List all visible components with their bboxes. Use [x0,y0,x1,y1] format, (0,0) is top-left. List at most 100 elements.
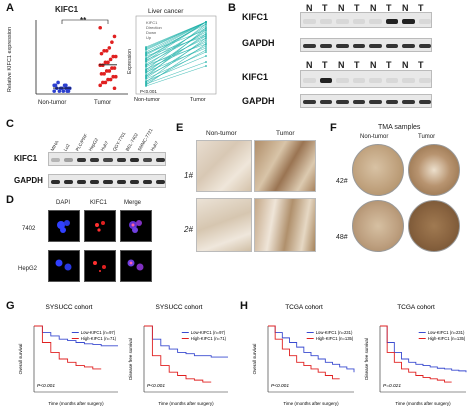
panel-c-gapdh: GAPDH [14,176,43,185]
paired-line [145,65,207,87]
blot-band [385,18,398,24]
scatter-point [112,86,117,91]
km-ylabel: Overall survival [252,344,257,375]
scatter-point [103,60,108,65]
panel-f-title: TMA samples [378,124,421,131]
panel-a-significance: ** [80,16,87,25]
paired-line [145,43,207,66]
lane-label: N [338,60,345,70]
panel-e-row-1: 1# [184,171,193,180]
paired-line [145,35,207,72]
lane-label: T [418,60,424,70]
paired-point [205,61,207,63]
panel-a-line-ylabel: Expression [126,49,133,74]
blot-band [336,100,349,104]
lane-label: N [370,60,377,70]
paired-point [145,72,147,74]
scatter-point [102,49,106,53]
scatter-point [98,63,102,67]
panel-d-row-hepg2: HepG2 [18,266,38,272]
ihc-e-1-tumor [254,140,316,192]
blot-band [319,77,332,83]
blot-band [303,77,316,83]
km-title: TCGA cohort [397,304,435,311]
blot-band [385,100,398,104]
paired-point [145,66,147,68]
km-xlabel: Time (months after surgery) [283,401,339,406]
scatter-point [98,25,102,30]
km-curve [268,325,340,380]
scatter-point [102,72,106,76]
km-legend-label: Low-KIFC1 (n=231) [316,330,353,335]
paired-point [205,51,207,53]
panel-f-row-48: 48# [336,234,348,241]
ihc-e-1-nontumor [196,140,252,192]
panel-b-blot-kifc1-1 [300,12,432,28]
blot-band [402,18,415,24]
blot-band [129,158,139,162]
tma-42-nontumor [352,144,404,196]
panel-a-line-title: Liver cancer [148,8,184,15]
blot-band [155,158,165,162]
blot-band [303,44,316,48]
lane-label: N [402,3,409,13]
panel-label-h: H [240,300,248,312]
km-svg: TCGA cohort Disease free survival Time (mo… [364,304,467,406]
blot-band [142,158,152,162]
scatter-point [108,57,113,62]
blot-band [352,44,365,48]
paired-point [205,33,207,35]
scatter-point [114,54,118,59]
km-legend-label: Low-KIFC1 (n=231) [428,330,465,335]
blot-band [116,158,126,162]
legend-up: Up [146,35,152,40]
blot-band [64,180,74,184]
panel-a-scatter-chart [35,19,128,95]
paired-point [205,31,207,33]
km-pvalue: P<0.001 [37,383,55,389]
panel-label-d: D [6,194,14,206]
paired-point [205,65,207,67]
panel-a-line-x-tumor: Tumor [190,97,206,103]
lane-label: HepG2 [87,137,99,152]
blot-band [129,180,139,184]
scatter-point [111,54,115,59]
km-ylabel: Disease free survival [364,338,369,380]
km-ylabel: Overall survival [18,344,23,375]
tma-42-tumor [408,144,460,196]
panel-b-gapdh-1: GAPDH [242,38,275,48]
paired-point [145,61,147,63]
km-curve [380,325,452,383]
paired-point [205,37,207,39]
km-svg: SYSUCC cohort Overall survival Time (month… [18,304,118,406]
km-sysucc-os: SYSUCC cohort Overall survival Time (month… [14,302,124,408]
km-tcga-os: TCGA cohort Overall survival Time (months … [248,302,360,408]
panel-b-blot-gapdh-1 [300,38,432,52]
scatter-point [110,66,114,70]
panel-a-line-pvalue: P<0.001 [140,89,157,94]
panel-a-xtick-tumor: Tumor [94,100,112,106]
scatter-point [106,77,110,82]
paired-point [205,47,207,49]
blot-band [352,77,365,83]
blot-band [369,100,382,104]
km-xlabel: Time (months after surgery) [158,401,214,406]
blot-band [418,44,431,48]
km-legend-label: Low-KIFC1 (n=97) [191,330,226,335]
km-pvalue: P=0.021 [383,383,401,389]
lane-label: T [322,3,328,13]
lane-label: Huh7 [149,140,160,152]
paired-point [205,29,207,31]
panel-label-c: C [6,118,14,130]
panel-a-paired-line-chart [135,15,217,95]
panel-b-kifc1-2: KIFC1 [242,72,269,82]
km-curve [34,325,118,347]
panel-b-kifc1-1: KIFC1 [242,12,269,22]
scatter-point [114,74,118,79]
scatter-point [107,69,112,73]
blot-band [90,180,100,184]
km-legend-label: Low-KIFC1 (n=97) [81,330,116,335]
km-pvalue: P<0.001 [147,383,165,389]
ihc-e-2-nontumor [196,198,252,252]
scatter-point [110,40,114,44]
